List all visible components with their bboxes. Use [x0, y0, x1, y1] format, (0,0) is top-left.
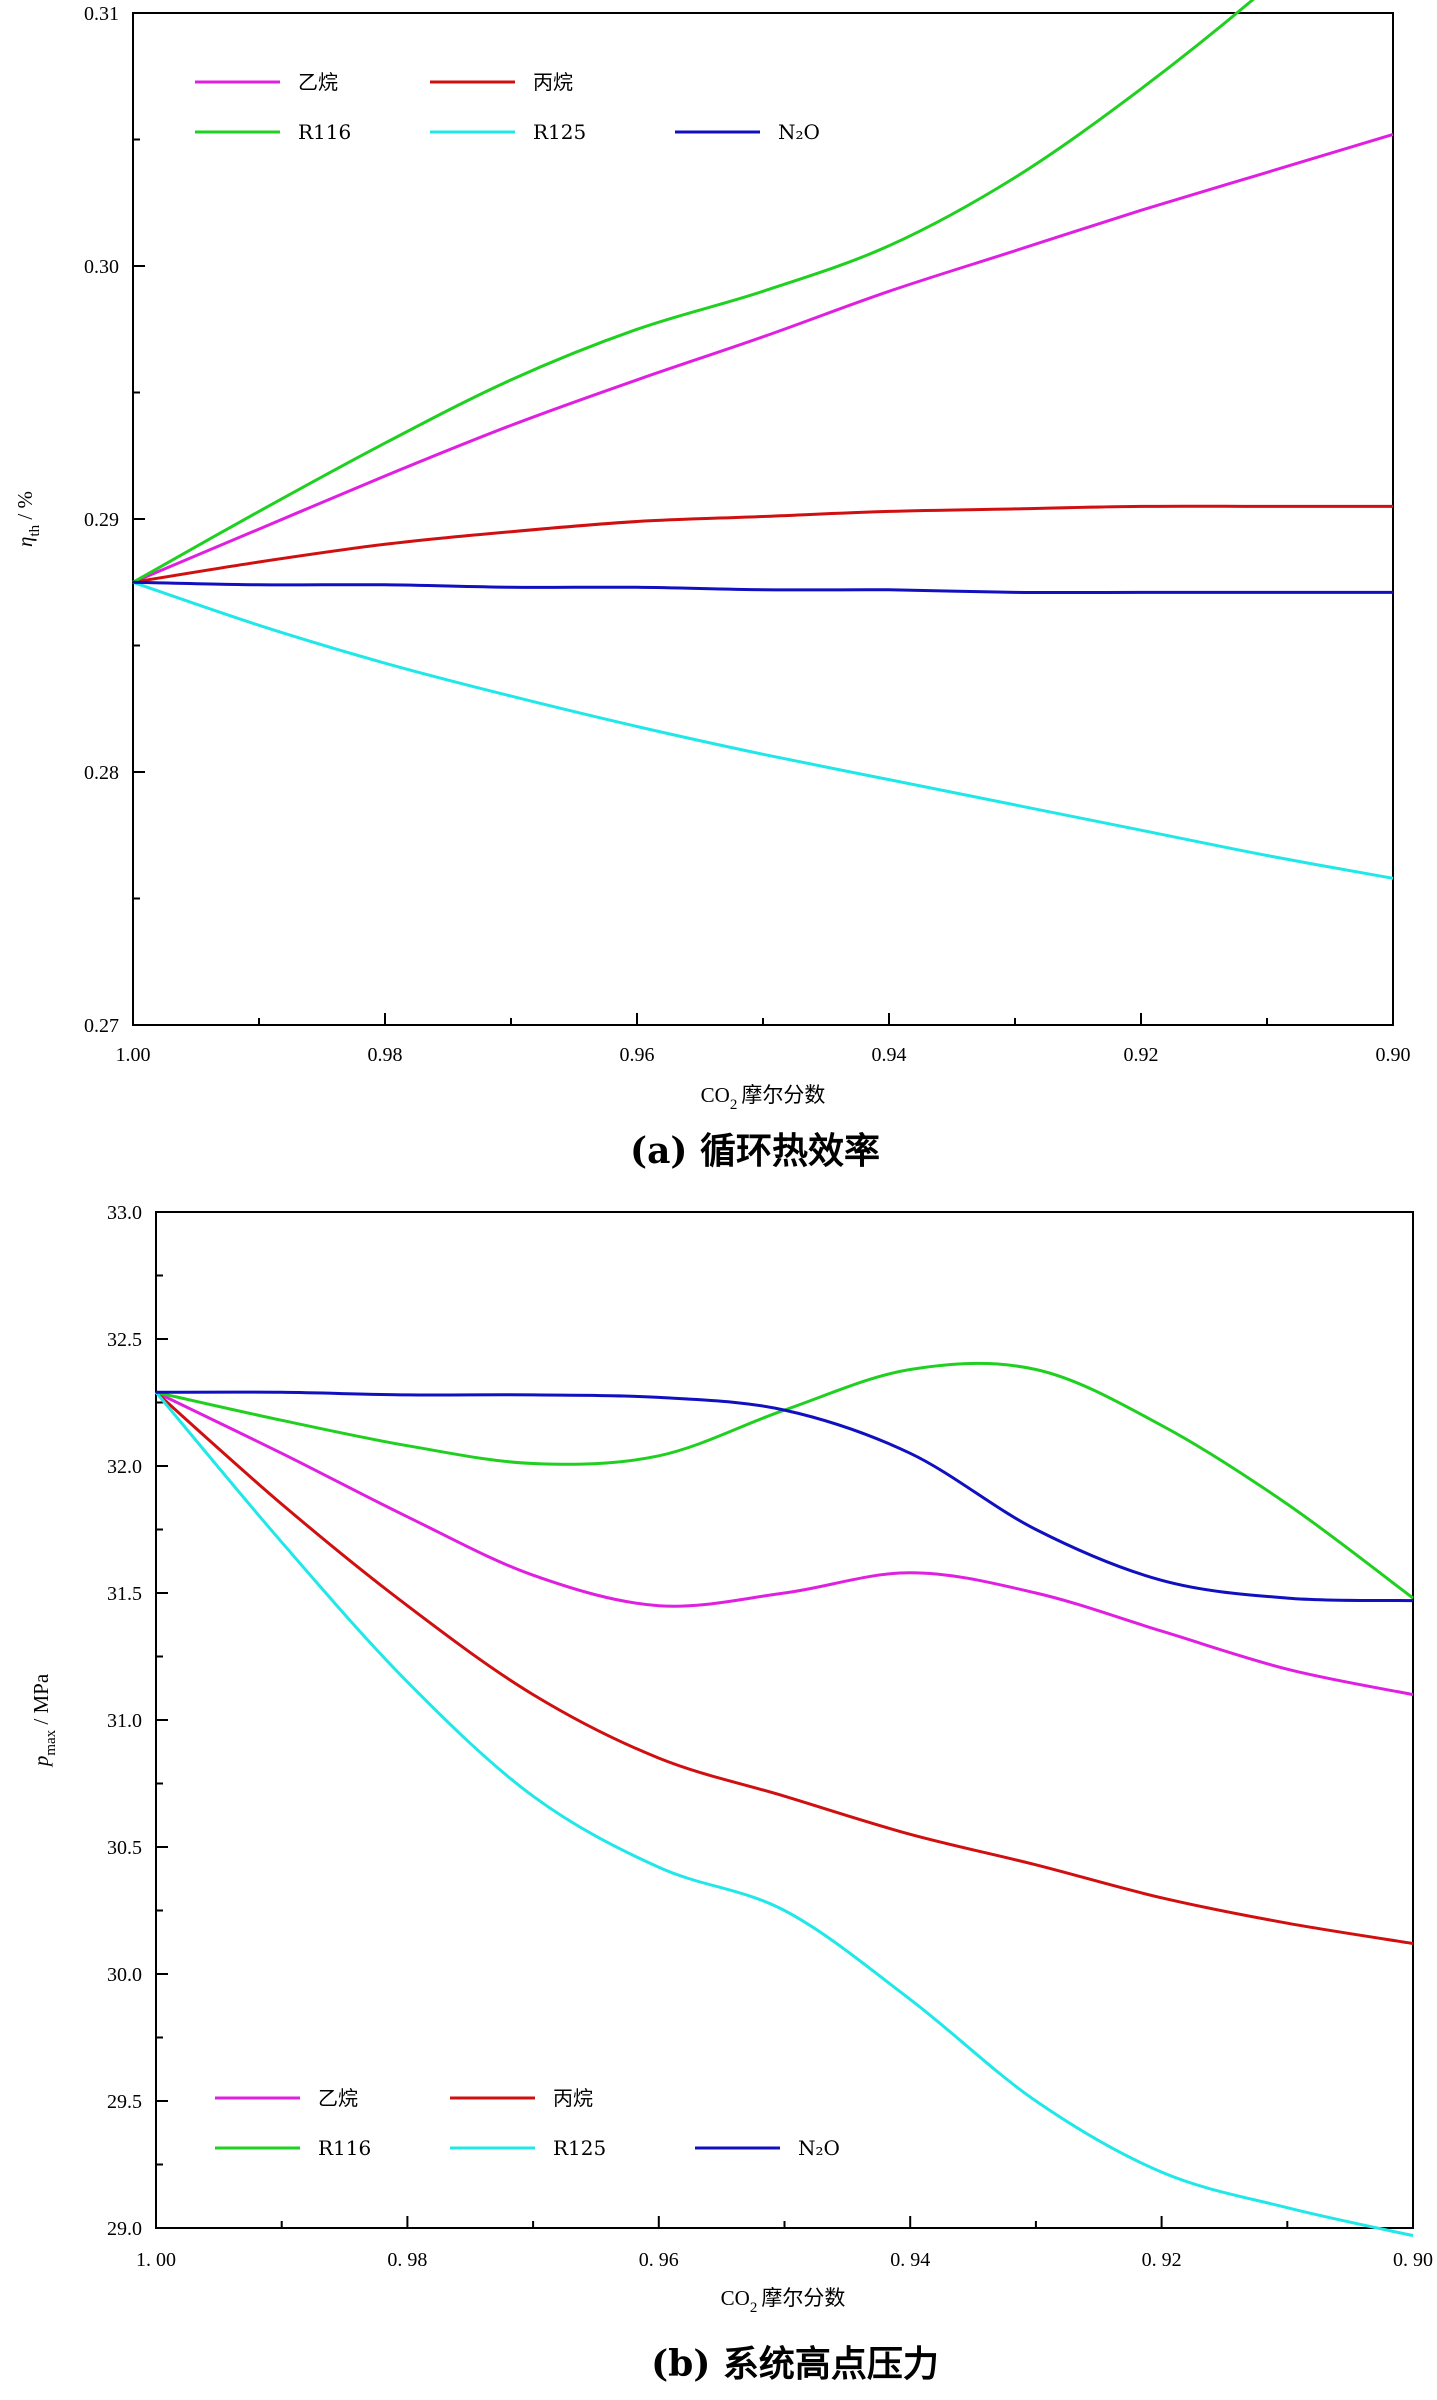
y-tick-label: 29.5 — [107, 2091, 142, 2113]
legend-label: 丙烷 — [553, 2086, 593, 2110]
series-lines-b — [154, 1361, 1414, 2238]
x-tick-label: 0.94 — [872, 1044, 907, 1066]
x-tick-label: 1.00 — [116, 1044, 151, 1066]
y-tick-label: 0.31 — [84, 3, 119, 25]
series-line-a — [132, 580, 1394, 880]
x-tick-label: 1. 00 — [136, 2249, 176, 2271]
y-tick-label: 29.0 — [107, 2218, 142, 2240]
y-ticks-a: 0.27 0.28 0.29 0.30 0.31 — [84, 3, 145, 1037]
x-tick-label: 0. 98 — [387, 2249, 427, 2271]
y-tick-label: 30.0 — [107, 1964, 142, 1986]
y-tick-label: 32.5 — [107, 1329, 142, 1351]
x-tick-label: 0. 96 — [639, 2249, 679, 2271]
series-line-a — [132, 504, 1393, 584]
legend-a: 乙烷 丙烷 R116 R125 N₂O — [195, 70, 820, 144]
legend-label: R116 — [298, 120, 351, 144]
panel-a-chart: 0.27 0.28 0.29 0.30 0.31 1.00 0.98 0.96 0.94 0.9… — [13, 0, 1411, 1172]
caption-a: (a) 循环热效率 — [630, 1130, 880, 1172]
y-tick-label: 32.0 — [107, 1456, 142, 1478]
y-tick-label: 30.5 — [107, 1837, 142, 1859]
legend-label: N₂O — [778, 120, 820, 144]
x-tick-label: 0.96 — [620, 1044, 655, 1066]
y-axis-label-b: pmax / MPa — [29, 1673, 59, 1768]
series-line-b — [155, 1390, 1414, 1697]
caption-b: (b) 系统高点压力 — [651, 2343, 939, 2385]
y-axis-label-a: ηth / % — [13, 491, 43, 547]
y-ticks-b: 29.0 29.5 30.0 30.5 31.0 31.5 32.0 32.5 33.0 — [107, 1202, 168, 2240]
series-line-b — [155, 1390, 1414, 1603]
legend-label: R125 — [553, 2136, 606, 2160]
x-tick-label: 0. 92 — [1142, 2249, 1182, 2271]
y-tick-label: 0.27 — [84, 1015, 119, 1037]
legend-label: 丙烷 — [533, 70, 573, 94]
legend-b: 乙烷 丙烷 R116 R125 N₂O — [215, 2086, 840, 2160]
y-tick-label: 31.0 — [107, 1710, 142, 1732]
series-line-b — [155, 1361, 1414, 1600]
x-tick-label: 0. 94 — [890, 2249, 930, 2271]
series-line-b — [154, 1391, 1414, 2238]
series-line-a — [132, 132, 1394, 584]
legend-label: R116 — [318, 2136, 371, 2160]
x-tick-label: 0.90 — [1376, 1044, 1411, 1066]
y-tick-label: 31.5 — [107, 1583, 142, 1605]
series-line-a — [132, 580, 1394, 595]
legend-label: 乙烷 — [298, 70, 338, 94]
x-tick-label: 0.98 — [368, 1044, 403, 1066]
x-tick-label: 0. 90 — [1393, 2249, 1433, 2271]
x-axis-label-b: CO2 摩尔分数 — [721, 2286, 846, 2316]
series-line-a — [132, 0, 1255, 584]
y-tick-label: 0.28 — [84, 762, 119, 784]
x-axis-label-a: CO2 摩尔分数 — [701, 1083, 826, 1113]
plot-area-a — [132, 12, 1394, 1026]
x-tick-label: 0.92 — [1124, 1044, 1159, 1066]
series-lines-a — [132, 0, 1394, 880]
legend-label: N₂O — [798, 2136, 840, 2160]
x-ticks-a: 1.00 0.98 0.96 0.94 0.92 0.90 — [116, 1013, 1411, 1066]
y-tick-label: 0.29 — [84, 509, 119, 531]
y-tick-label: 0.30 — [84, 256, 119, 278]
series-line-b — [155, 1391, 1414, 1945]
y-tick-label: 33.0 — [107, 1202, 142, 1224]
legend-label: 乙烷 — [318, 2086, 358, 2110]
x-ticks-b: 1. 00 0. 98 0. 96 0. 94 0. 92 0. 90 — [136, 2216, 1433, 2271]
plot-area-b — [155, 1211, 1414, 2229]
legend-label: R125 — [533, 120, 586, 144]
panel-b-chart: 29.0 29.5 30.0 30.5 31.0 31.5 32.0 32.5 33.0 1. … — [29, 1202, 1433, 2385]
